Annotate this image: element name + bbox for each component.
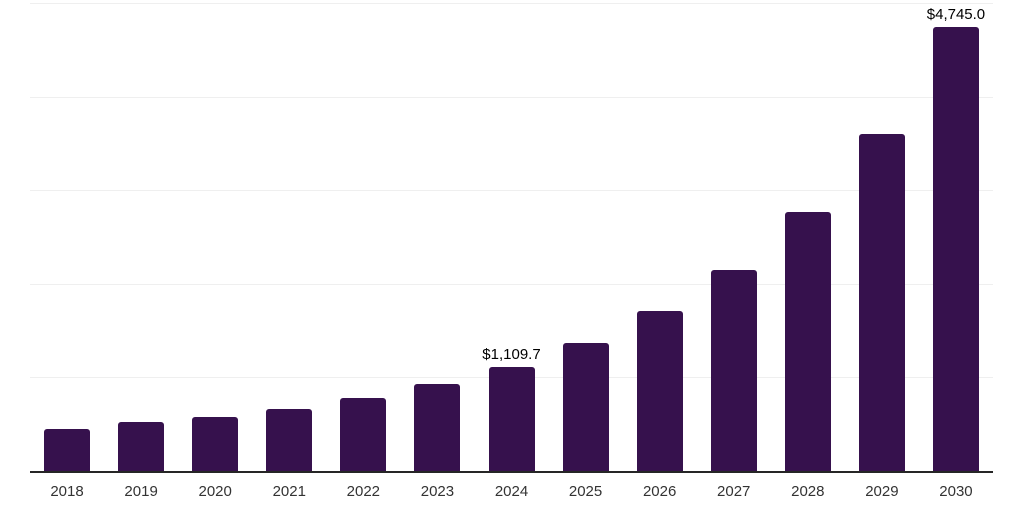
bar-2018	[44, 429, 91, 471]
x-tick-2030: 2030	[939, 483, 973, 500]
data-label-2024: $1,109.7	[482, 346, 541, 364]
x-tick-2022: 2022	[346, 483, 381, 500]
x-tick-2024: 2024	[494, 483, 529, 500]
x-tick-2021: 2021	[272, 483, 306, 500]
data-label-2030: $4,745.0	[926, 5, 986, 23]
bar-2021	[266, 409, 313, 471]
plot-area: $1,109.7 $4,745.0	[30, 3, 993, 473]
bar-2029	[858, 133, 905, 471]
x-tick-2020: 2020	[198, 483, 232, 500]
x-tick-2026: 2026	[642, 483, 677, 500]
x-tick-2019: 2019	[124, 483, 158, 500]
x-tick-2028: 2028	[791, 483, 825, 500]
bar-2027	[710, 270, 757, 471]
bar-2020	[192, 416, 239, 471]
bar-2030	[932, 26, 979, 471]
gridline-2000	[30, 283, 993, 285]
bar-2019	[118, 422, 165, 471]
x-tick-2027: 2027	[717, 483, 751, 500]
x-tick-2029: 2029	[865, 483, 899, 500]
gridline-5000	[30, 3, 993, 4]
gridline-4000	[30, 96, 993, 98]
bar-2024	[488, 367, 535, 471]
bar-2022	[340, 398, 387, 471]
bar-2025	[562, 343, 609, 471]
bar-2026	[636, 311, 683, 471]
x-tick-2025: 2025	[568, 483, 603, 500]
x-tick-2018: 2018	[50, 483, 84, 500]
bar-2023	[414, 384, 461, 471]
gridline-3000	[30, 190, 993, 192]
x-tick-2023: 2023	[420, 483, 455, 500]
x-axis-labels: 2018 2019 2020 2021 2022 2023 2024 2025 2026 2027…	[30, 483, 993, 505]
bar-2028	[784, 211, 831, 471]
